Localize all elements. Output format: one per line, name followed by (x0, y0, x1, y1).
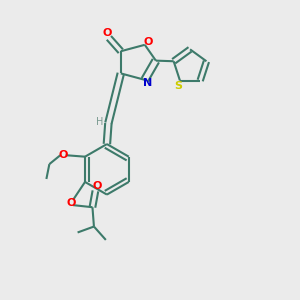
Text: O: O (58, 150, 68, 160)
Text: H: H (96, 117, 104, 128)
Text: O: O (66, 198, 75, 208)
Text: O: O (92, 181, 102, 191)
Text: N: N (142, 78, 152, 88)
Text: O: O (143, 37, 152, 47)
Text: O: O (103, 28, 112, 38)
Text: S: S (174, 81, 182, 91)
